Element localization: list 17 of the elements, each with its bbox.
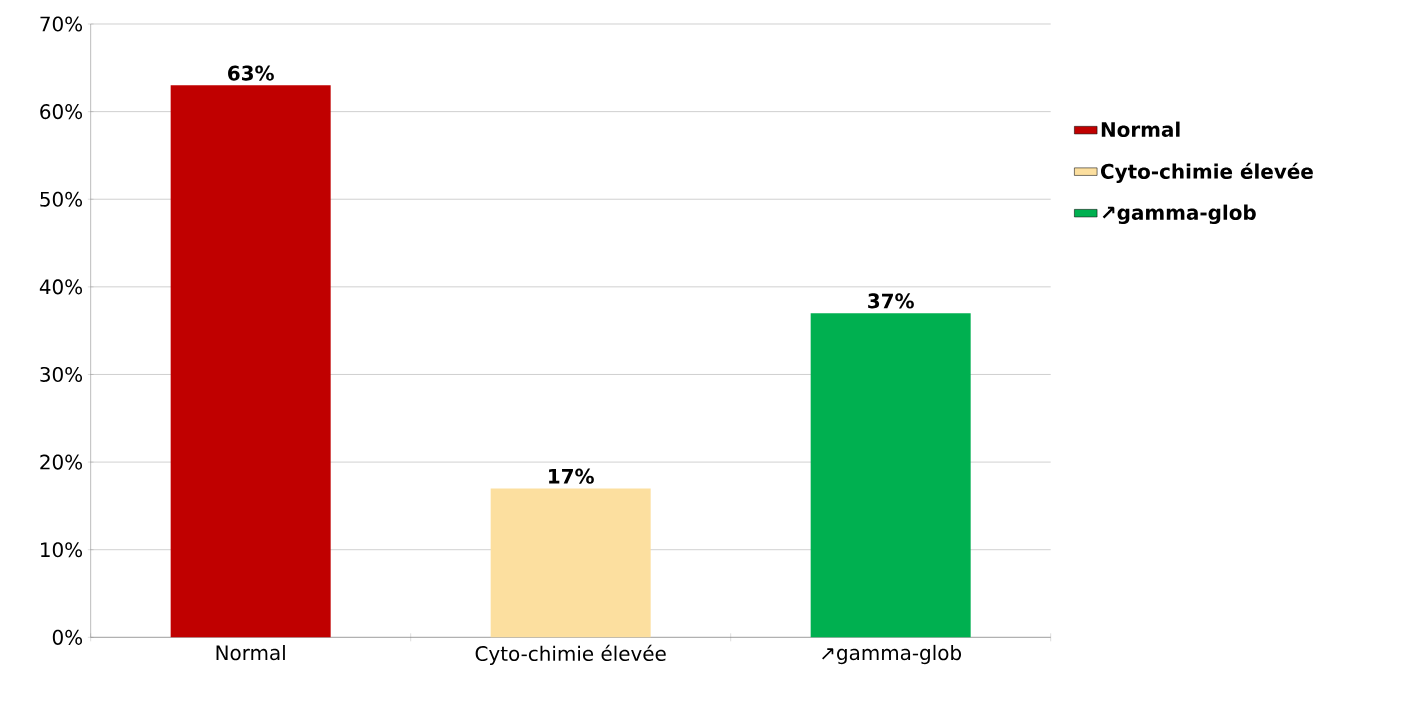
y-tick-label: 20% (40, 454, 83, 470)
legend-label: Normal (1101, 121, 1180, 137)
y-tick-label: 40% (39, 279, 83, 295)
y-tick-label: 30% (40, 366, 83, 383)
y-tick-label: 60% (40, 104, 83, 120)
y-tick-label: 0% (52, 629, 83, 645)
y-tick-label: 10% (41, 542, 83, 558)
y-tick-label: 50% (40, 191, 83, 207)
y-tick-label: 70% (40, 16, 83, 32)
legend-label: Cyto-chimie élevée (1101, 162, 1313, 183)
x-tick-label: Normal (216, 644, 285, 661)
legend-label: ↗gamma-glob (1102, 204, 1256, 225)
x-tick-label: Cyto-chimie élevée (475, 644, 666, 665)
x-tick-label: ↗gamma-glob (822, 644, 962, 665)
data-label: 63% (228, 65, 274, 81)
data-label: 37% (868, 293, 914, 309)
data-label: 17% (549, 468, 594, 484)
